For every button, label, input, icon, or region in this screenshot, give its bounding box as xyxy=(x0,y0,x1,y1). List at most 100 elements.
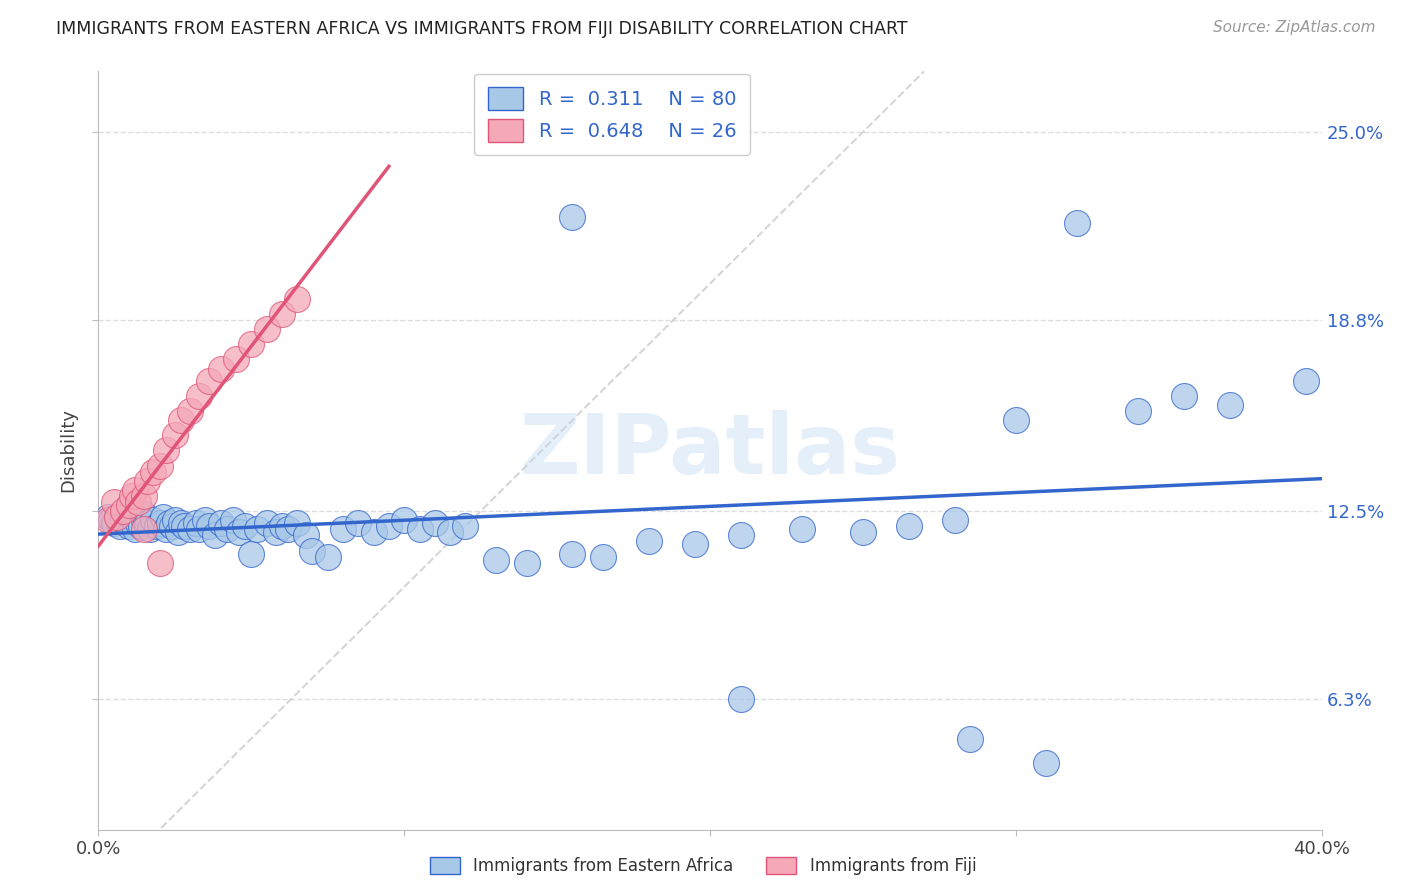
Point xyxy=(97,513,120,527)
Point xyxy=(145,519,167,533)
Y-axis label: Disability: Disability xyxy=(59,409,77,492)
Point xyxy=(943,513,966,527)
Point xyxy=(124,483,146,497)
Point xyxy=(188,389,211,403)
Point xyxy=(136,516,159,531)
Point xyxy=(637,534,661,549)
Point xyxy=(485,552,508,566)
Point xyxy=(561,210,583,224)
Point xyxy=(228,525,250,540)
Point xyxy=(167,525,190,540)
Point xyxy=(103,516,125,531)
Point xyxy=(240,547,263,561)
Point xyxy=(124,522,146,536)
Point xyxy=(392,513,416,527)
Point xyxy=(209,516,232,531)
Point xyxy=(197,519,219,533)
Text: IMMIGRANTS FROM EASTERN AFRICA VS IMMIGRANTS FROM FIJI DISABILITY CORRELATION CH: IMMIGRANTS FROM EASTERN AFRICA VS IMMIGR… xyxy=(56,20,908,37)
Point xyxy=(163,513,186,527)
Point xyxy=(222,513,245,527)
Point xyxy=(347,516,370,531)
Point xyxy=(194,513,217,527)
Point xyxy=(215,522,238,536)
Point xyxy=(790,522,813,536)
Point xyxy=(155,522,177,536)
Point xyxy=(111,513,134,527)
Point xyxy=(301,543,323,558)
Point xyxy=(179,522,201,536)
Point xyxy=(108,519,131,533)
Text: ZIPatlas: ZIPatlas xyxy=(520,410,900,491)
Point xyxy=(256,322,278,336)
Point xyxy=(149,458,172,473)
Point xyxy=(1066,216,1088,230)
Point xyxy=(363,525,385,540)
Point xyxy=(163,428,186,442)
Point xyxy=(155,443,177,458)
Point xyxy=(246,522,269,536)
Point xyxy=(139,522,162,536)
Legend: Immigrants from Eastern Africa, Immigrants from Fiji: Immigrants from Eastern Africa, Immigran… xyxy=(422,849,984,884)
Point xyxy=(730,692,752,706)
Point xyxy=(204,528,226,542)
Point xyxy=(142,465,165,479)
Point xyxy=(439,525,461,540)
Point xyxy=(277,522,299,536)
Point xyxy=(408,522,430,536)
Point xyxy=(683,537,706,551)
Point xyxy=(149,556,172,570)
Point xyxy=(134,489,156,503)
Point xyxy=(852,525,875,540)
Point xyxy=(152,510,174,524)
Point xyxy=(118,519,141,533)
Point xyxy=(561,547,583,561)
Point xyxy=(157,516,180,531)
Point xyxy=(240,337,263,351)
Point xyxy=(179,404,201,418)
Point xyxy=(285,292,308,306)
Point xyxy=(592,549,614,564)
Point xyxy=(897,519,920,533)
Point xyxy=(1128,404,1150,418)
Point xyxy=(97,510,120,524)
Point xyxy=(233,519,256,533)
Point xyxy=(100,513,122,527)
Point xyxy=(121,489,143,503)
Point xyxy=(134,507,156,521)
Point xyxy=(105,510,128,524)
Point xyxy=(118,498,141,512)
Point xyxy=(186,516,208,531)
Point xyxy=(197,374,219,388)
Point xyxy=(170,413,193,427)
Point xyxy=(730,528,752,542)
Point xyxy=(225,352,247,367)
Point xyxy=(124,513,146,527)
Point xyxy=(516,556,538,570)
Point xyxy=(959,731,981,746)
Point xyxy=(454,519,477,533)
Point xyxy=(1219,398,1241,412)
Point xyxy=(295,528,318,542)
Point xyxy=(1295,374,1317,388)
Point xyxy=(423,516,446,531)
Point xyxy=(134,522,156,536)
Point xyxy=(1004,413,1026,427)
Point xyxy=(115,507,138,521)
Point xyxy=(121,510,143,524)
Point xyxy=(149,516,172,531)
Point xyxy=(173,519,195,533)
Point xyxy=(316,549,339,564)
Point xyxy=(105,510,128,524)
Point xyxy=(103,495,125,509)
Point xyxy=(188,522,211,536)
Point xyxy=(127,516,149,531)
Point xyxy=(285,516,308,531)
Point xyxy=(209,361,232,376)
Point xyxy=(256,516,278,531)
Point xyxy=(118,516,141,531)
Point xyxy=(270,307,292,321)
Point xyxy=(136,474,159,488)
Point xyxy=(378,519,401,533)
Point xyxy=(142,513,165,527)
Point xyxy=(1173,389,1195,403)
